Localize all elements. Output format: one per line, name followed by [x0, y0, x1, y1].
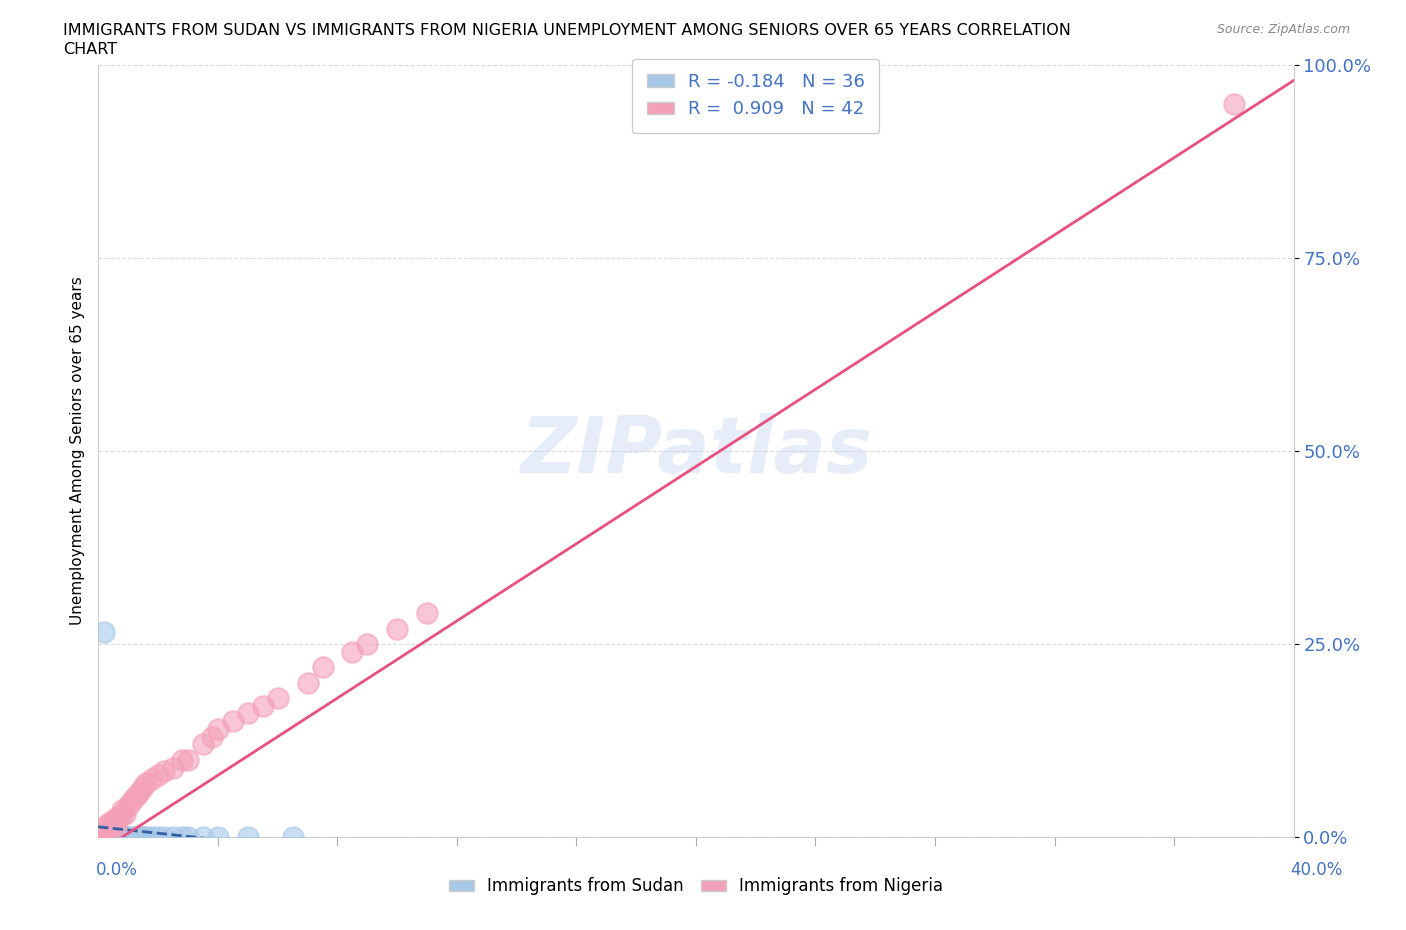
Point: [135, 776, 157, 790]
Point: [96, 818, 118, 833]
Point: [93, 830, 115, 844]
Point: [105, 818, 128, 833]
Point: [114, 830, 136, 844]
Point: [162, 760, 184, 775]
Point: [236, 830, 259, 844]
Point: [236, 706, 259, 721]
Point: [111, 806, 134, 821]
Point: [416, 605, 439, 620]
Point: [385, 621, 409, 636]
Point: [148, 830, 170, 844]
Point: [135, 830, 157, 844]
Text: IMMIGRANTS FROM SUDAN VS IMMIGRANTS FROM NIGERIA UNEMPLOYMENT AMONG SENIORS OVER: IMMIGRANTS FROM SUDAN VS IMMIGRANTS FROM…: [63, 23, 1071, 38]
Point: [124, 830, 146, 844]
Point: [207, 830, 229, 844]
Point: [103, 830, 125, 844]
Point: [108, 830, 131, 844]
Point: [96, 830, 118, 844]
Point: [93, 826, 115, 841]
Point: [117, 799, 139, 814]
Point: [114, 806, 136, 821]
Legend: Immigrants from Sudan, Immigrants from Nigeria: Immigrants from Sudan, Immigrants from N…: [443, 870, 949, 902]
Point: [201, 729, 224, 744]
Point: [129, 830, 152, 844]
Point: [87, 830, 110, 844]
Point: [108, 810, 131, 825]
Point: [191, 830, 214, 844]
Point: [103, 830, 125, 844]
Text: 0.0%: 0.0%: [96, 860, 138, 879]
Point: [297, 675, 319, 690]
Point: [1223, 97, 1246, 112]
Point: [252, 698, 274, 713]
Point: [103, 814, 125, 829]
Point: [96, 826, 118, 841]
Point: [177, 830, 200, 844]
Point: [93, 830, 115, 844]
Point: [105, 830, 128, 844]
Point: [207, 722, 229, 737]
Point: [111, 803, 134, 817]
Point: [141, 830, 163, 844]
Point: [124, 790, 146, 805]
Point: [98, 814, 122, 829]
Text: Source: ZipAtlas.com: Source: ZipAtlas.com: [1216, 23, 1350, 36]
Point: [356, 637, 378, 652]
Point: [111, 830, 134, 844]
Point: [132, 779, 155, 794]
Point: [162, 830, 184, 844]
Point: [120, 795, 142, 810]
Text: 40.0%: 40.0%: [1291, 860, 1343, 879]
Point: [120, 830, 142, 844]
Point: [172, 830, 194, 844]
Point: [177, 752, 200, 767]
Point: [129, 783, 152, 798]
Point: [153, 764, 176, 778]
Point: [172, 752, 194, 767]
Point: [96, 830, 118, 844]
Y-axis label: Unemployment Among Seniors over 65 years: Unemployment Among Seniors over 65 years: [69, 277, 84, 625]
Point: [342, 644, 364, 659]
Point: [267, 691, 290, 706]
Point: [90, 830, 112, 844]
Point: [148, 768, 170, 783]
Point: [141, 772, 163, 787]
Point: [90, 830, 112, 844]
Text: ZIPatlas: ZIPatlas: [520, 413, 872, 489]
Point: [117, 830, 139, 844]
Point: [90, 822, 112, 837]
Point: [90, 830, 112, 844]
Point: [93, 625, 115, 640]
Text: CHART: CHART: [63, 42, 117, 57]
Point: [105, 810, 128, 825]
Point: [90, 830, 112, 844]
Point: [132, 830, 155, 844]
Point: [222, 714, 245, 729]
Point: [98, 830, 122, 844]
Point: [93, 830, 115, 844]
Point: [108, 830, 131, 844]
Point: [311, 659, 333, 674]
Point: [191, 737, 214, 751]
Point: [98, 822, 122, 837]
Point: [111, 830, 134, 844]
Point: [281, 830, 304, 844]
Point: [153, 830, 176, 844]
Point: [105, 830, 128, 844]
Point: [127, 830, 149, 844]
Point: [127, 787, 149, 802]
